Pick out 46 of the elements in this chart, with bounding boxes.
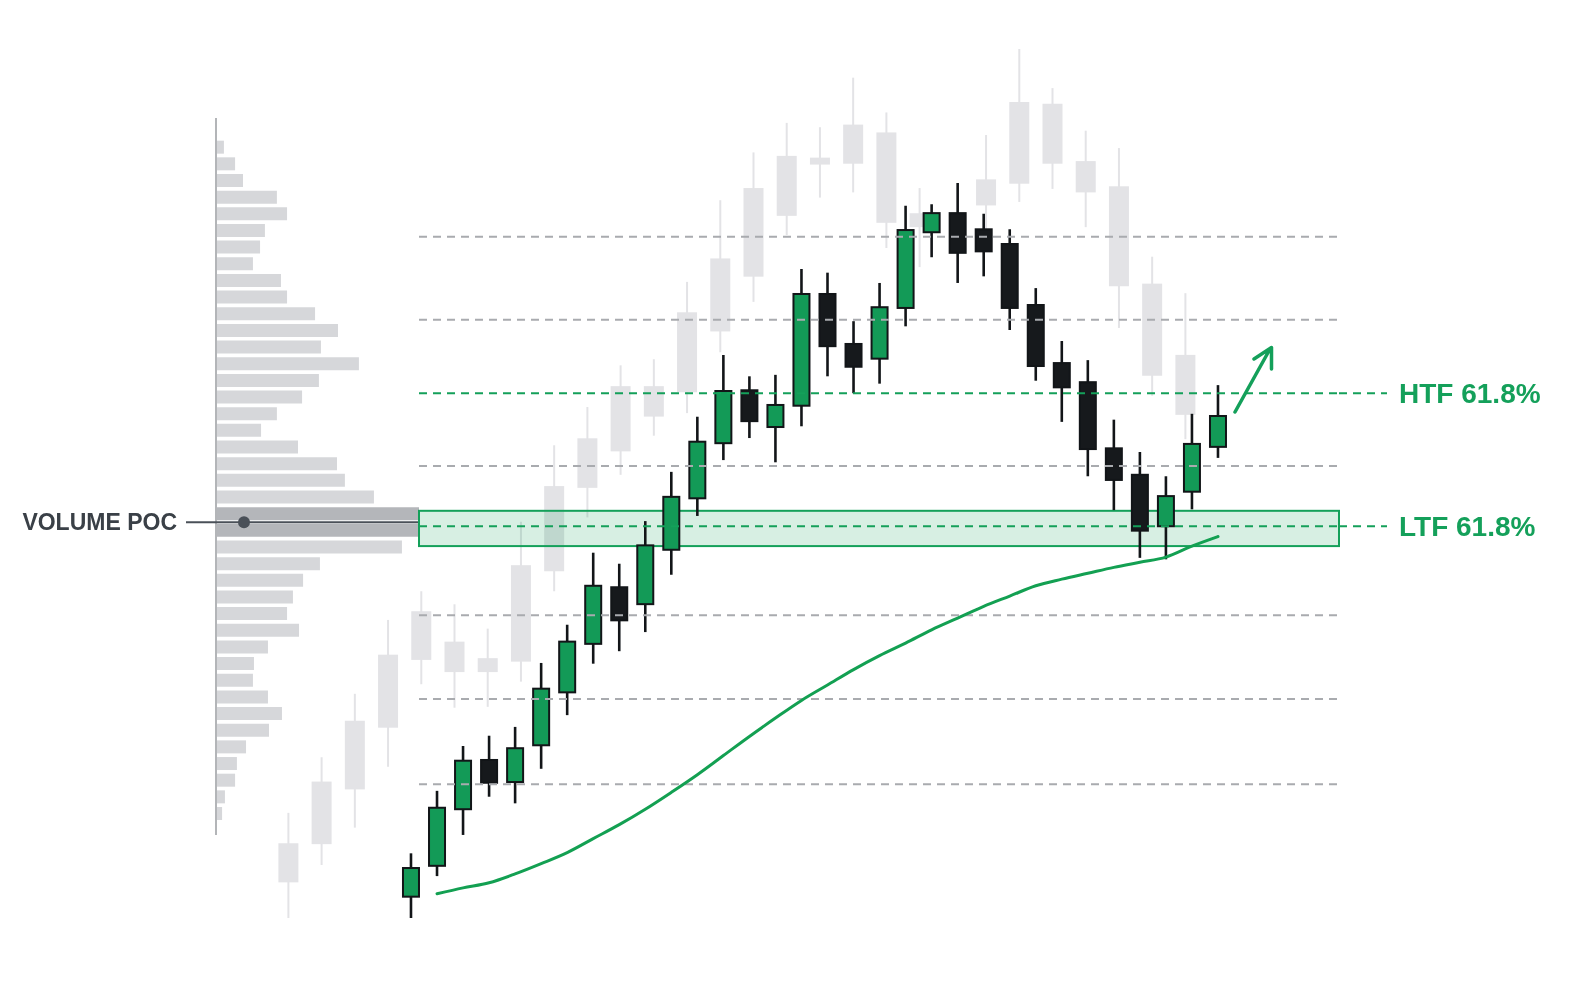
bar <box>216 557 320 571</box>
bar <box>216 207 288 221</box>
bar <box>216 373 319 387</box>
bar <box>216 757 237 771</box>
bar <box>216 657 254 671</box>
bar <box>216 473 345 487</box>
bar <box>216 173 243 187</box>
bar <box>216 690 268 704</box>
bar <box>216 273 281 287</box>
bar <box>216 307 316 321</box>
ref-line-label: HTF 61.8% <box>1399 377 1541 409</box>
bar <box>216 257 253 271</box>
bar <box>216 673 253 687</box>
bar <box>216 223 265 237</box>
bar <box>216 590 293 604</box>
candlestick <box>974 212 993 278</box>
bar <box>216 773 236 787</box>
bar <box>216 407 277 421</box>
bar <box>216 357 359 371</box>
bar <box>216 290 288 304</box>
bar <box>216 740 247 754</box>
bar <box>216 423 262 437</box>
candlestick <box>477 627 498 708</box>
bar <box>216 490 374 504</box>
candlestick <box>809 126 830 199</box>
bar <box>216 723 269 737</box>
bar <box>216 440 299 454</box>
bar <box>216 623 300 637</box>
bar <box>216 323 338 337</box>
bar <box>216 640 268 654</box>
bar <box>216 340 321 354</box>
bar <box>216 390 303 404</box>
ref-line-label: LTF 61.8% <box>1399 510 1536 542</box>
bar <box>216 607 288 621</box>
bar <box>216 240 261 254</box>
bar <box>216 790 225 804</box>
candlestick <box>922 203 941 259</box>
candlestick <box>844 319 863 395</box>
bar <box>216 157 236 171</box>
candlestick <box>480 734 499 799</box>
bar <box>216 573 304 587</box>
text: VOLUME POC <box>22 509 177 536</box>
bar <box>216 457 337 471</box>
bar <box>216 707 282 721</box>
bar <box>216 190 277 204</box>
bar <box>216 540 402 554</box>
